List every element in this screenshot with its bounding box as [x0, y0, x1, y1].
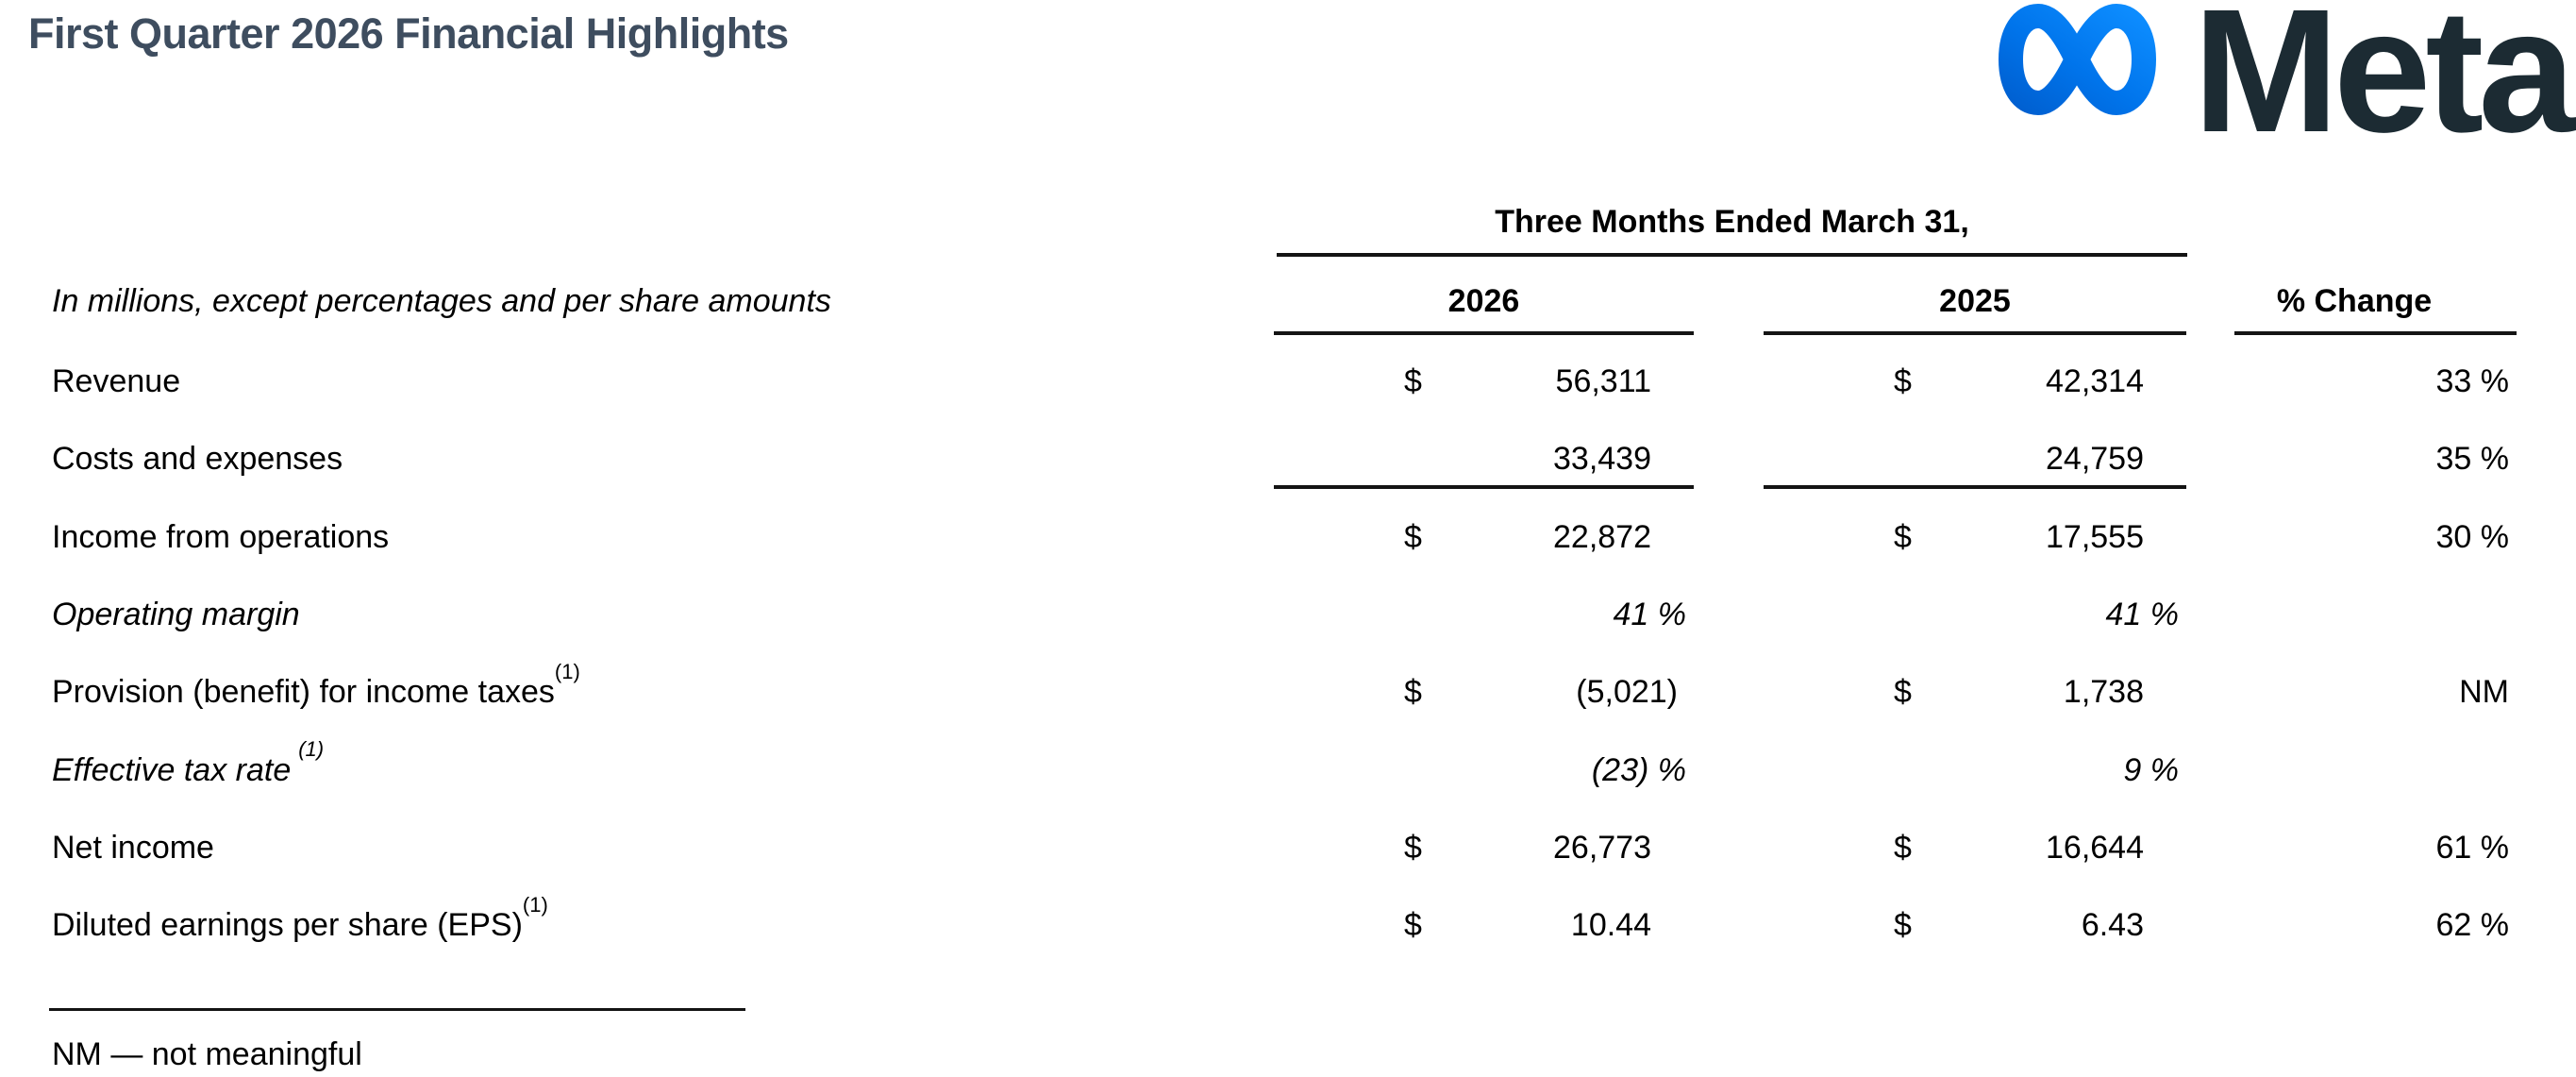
rule-under-2026 — [1274, 331, 1694, 335]
value-2025: 9 % — [1764, 731, 2186, 810]
dollar-sign: $ — [1404, 518, 1422, 555]
value-percent-change: 35 % — [2435, 441, 2510, 478]
page-title: First Quarter 2026 Financial Highlights — [28, 9, 789, 58]
cell-value: 22,872 — [1553, 518, 1651, 555]
footnote-marker: (1) — [298, 737, 325, 762]
dollar-sign: $ — [1404, 907, 1422, 944]
value-2025: 41 % — [1764, 575, 2186, 654]
rule-under-costs-2026 — [1274, 485, 1694, 489]
table-row: Diluted earnings per share (EPS)(1) $10.4… — [0, 885, 2576, 965]
dollar-sign: $ — [1894, 674, 1912, 711]
row-label: Net income — [52, 829, 214, 866]
footnote-marker: (1) — [554, 659, 580, 683]
dollar-sign: $ — [1894, 907, 1912, 944]
row-label: Diluted earnings per share (EPS)(1) — [52, 892, 548, 944]
value-percent-change: NM — [2459, 674, 2509, 711]
column-header-percent-change: % Change — [2276, 283, 2433, 319]
rule-under-costs-2025 — [1764, 485, 2186, 489]
dollar-sign: $ — [1894, 518, 1912, 555]
value-2026: $26,773 — [1274, 808, 1694, 887]
cell-value: 9 % — [2123, 751, 2179, 788]
value-percent-change: 30 % — [2435, 518, 2510, 555]
cell-value: 41 % — [2105, 596, 2180, 632]
units-note: In millions, except percentages and per … — [52, 283, 831, 319]
row-label: Provision (benefit) for income taxes(1) — [52, 659, 580, 711]
value-2025: $42,314 — [1764, 342, 2186, 421]
value-2025: $16,644 — [1764, 808, 2186, 887]
rule-under-span-header — [1277, 253, 2187, 257]
footnote-divider — [49, 1008, 745, 1011]
cell-value: 24,759 — [2046, 441, 2144, 478]
cell-value: 1,738 — [2063, 674, 2144, 711]
rule-under-2025 — [1764, 331, 2186, 335]
table-row: Revenue $56,311 $42,314 33 % — [0, 342, 2576, 421]
span-header-three-months: Three Months Ended March 31, — [1495, 204, 1969, 240]
meta-infinity-icon — [1998, 3, 2157, 116]
value-2026: $22,872 — [1274, 497, 1694, 577]
table-row: Effective tax rate(1) (23) % 9 % — [0, 731, 2576, 810]
dollar-sign: $ — [1404, 829, 1422, 866]
table-row: Net income $26,773 $16,644 61 % — [0, 808, 2576, 887]
value-percent-change: 61 % — [2435, 829, 2510, 866]
value-2026: $56,311 — [1274, 342, 1694, 421]
row-label: Costs and expenses — [52, 441, 343, 478]
value-2025: $6.43 — [1764, 885, 2186, 965]
cell-value: 26,773 — [1553, 829, 1651, 866]
cell-value: 33,439 — [1553, 441, 1651, 478]
value-2025: $17,555 — [1764, 497, 2186, 577]
cell-value: 56,311 — [1555, 363, 1651, 399]
table-row: Costs and expenses 33,439 24,759 35 % — [0, 419, 2576, 498]
value-percent-change — [2234, 731, 2517, 810]
value-2025: 24,759 — [1764, 419, 2186, 498]
cell-value: (23) % — [1591, 751, 1686, 788]
value-2025: $1,738 — [1764, 652, 2186, 732]
cell-value: 42,314 — [2046, 363, 2144, 399]
rule-under-percent-change — [2234, 331, 2517, 335]
dollar-sign: $ — [1894, 363, 1912, 399]
value-2026: (23) % — [1274, 731, 1694, 810]
cell-value: 6.43 — [2081, 907, 2144, 944]
footnote-marker: (1) — [522, 892, 548, 917]
value-2026: $ (5,021) — [1274, 652, 1694, 732]
column-header-2025: 2025 — [1939, 283, 2011, 319]
row-label: Income from operations — [52, 518, 390, 555]
row-label: Effective tax rate(1) — [52, 737, 325, 788]
value-2026: 33,439 — [1274, 419, 1694, 498]
cell-value: (5,021) — [1576, 674, 1678, 711]
row-label: Operating margin — [52, 596, 300, 632]
cell-value: 16,644 — [2046, 829, 2144, 866]
table-row: Provision (benefit) for income taxes(1) $… — [0, 652, 2576, 732]
row-label: Revenue — [52, 363, 181, 399]
value-2026: 41 % — [1274, 575, 1694, 654]
table-row: Operating margin 41 % 41 % — [0, 575, 2576, 654]
value-2026: $10.44 — [1274, 885, 1694, 965]
table-row: Income from operations $22,872 $17,555 30 % — [0, 497, 2576, 577]
value-percent-change — [2234, 575, 2517, 654]
meta-wordmark: Meta — [2193, 0, 2576, 142]
column-header-2026: 2026 — [1447, 283, 1520, 319]
cell-value: 17,555 — [2046, 518, 2144, 555]
dollar-sign: $ — [1894, 829, 1912, 866]
dollar-sign: $ — [1404, 674, 1422, 711]
value-percent-change: 62 % — [2435, 907, 2510, 944]
footnote-nm: NM — not meaningful — [52, 1036, 362, 1072]
meta-logo: Meta — [1998, 0, 2576, 142]
cell-value: 41 % — [1613, 596, 1687, 632]
dollar-sign: $ — [1404, 363, 1422, 399]
value-percent-change: 33 % — [2435, 363, 2510, 399]
cell-value: 10.44 — [1570, 907, 1651, 944]
